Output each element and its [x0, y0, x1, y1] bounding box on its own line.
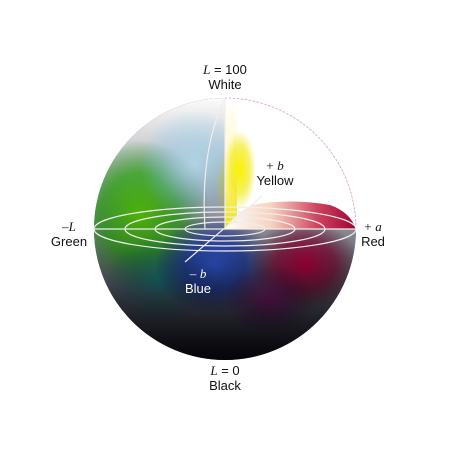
label-yellow-symbol: b: [277, 158, 284, 173]
label-bottom-value: = 0: [221, 363, 240, 378]
label-blue-symbol: b: [199, 266, 207, 281]
label-top-value: = 100: [213, 62, 247, 77]
label-top-name: White: [208, 77, 242, 92]
label-right-sign: +: [364, 219, 372, 234]
grid-lines: [93, 97, 357, 263]
label-blue: – b Blue: [178, 266, 218, 296]
label-bottom-symbol: L: [210, 363, 218, 378]
label-right-symbol: a: [375, 219, 382, 234]
label-blue-sign: –: [189, 266, 197, 281]
meridian-line: [203, 97, 226, 230]
label-bottom: L = 0 Black: [195, 363, 255, 393]
label-yellow: + b Yellow: [250, 158, 300, 188]
label-right-name: Red: [361, 234, 385, 249]
label-yellow-sign: +: [266, 158, 274, 173]
label-bottom-name: Black: [209, 378, 241, 393]
label-top: L = 100 White: [195, 62, 255, 92]
cutaway-outline: [224, 97, 357, 230]
label-left: –L Green: [44, 219, 94, 249]
label-top-symbol: L: [203, 62, 211, 77]
label-blue-name: Blue: [184, 281, 212, 296]
label-left-sign: –: [62, 219, 69, 234]
label-right: + a Red: [353, 219, 393, 249]
label-left-name: Green: [50, 234, 88, 249]
b-axis-line: [184, 195, 263, 263]
label-yellow-name: Yellow: [256, 173, 294, 188]
label-left-symbol: L: [68, 219, 76, 234]
